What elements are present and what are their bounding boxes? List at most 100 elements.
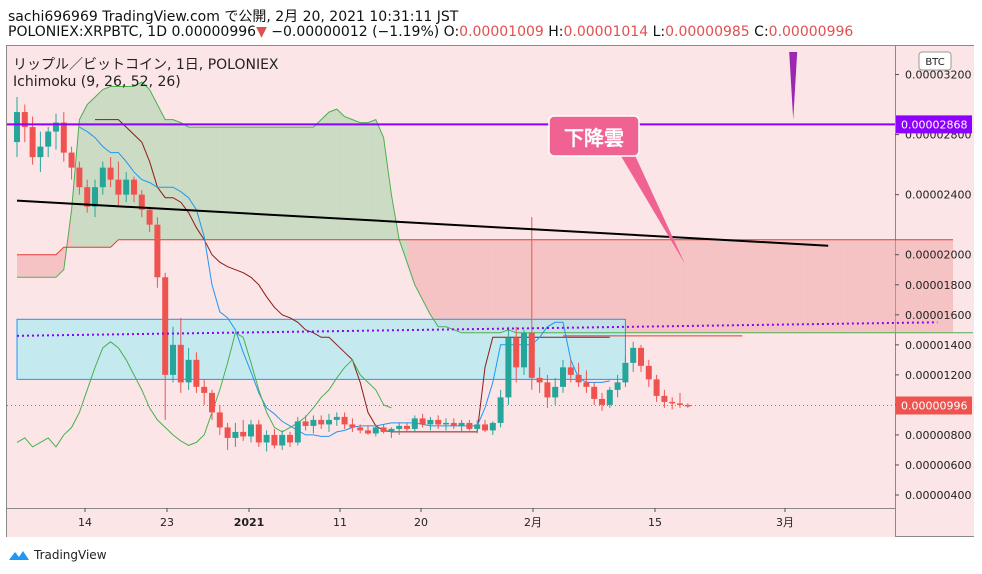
cloud-segment [524, 239, 532, 333]
candle-body [333, 416, 340, 420]
candle-body [528, 332, 535, 378]
cloud-segment [297, 127, 306, 240]
leading-span-b [17, 239, 953, 256]
x-tick-label: 23 [160, 516, 174, 529]
cloud-segment [500, 239, 509, 333]
cloud-segment [438, 239, 446, 327]
callout-annotation[interactable]: 下降雲 [548, 115, 685, 264]
cloud-segment [539, 239, 548, 333]
candle-body [388, 428, 395, 432]
candle-body [326, 419, 332, 425]
cloud-segment [929, 239, 938, 333]
cloud-segment [765, 239, 774, 333]
candle-body [154, 224, 161, 278]
x-tick-label: 2月 [524, 516, 542, 529]
candle-body [521, 332, 527, 368]
chart-frame[interactable]: 0.00003200 0.00002800 0.00002400 0.00002000… [6, 45, 974, 537]
candle-body [583, 382, 590, 387]
candle-body [505, 337, 512, 398]
candle-body [193, 359, 200, 387]
candle-body [567, 367, 574, 375]
cloud-segment [180, 122, 189, 240]
cloud-segment [851, 239, 860, 333]
cloud-segment [820, 239, 829, 333]
cloud-segment [843, 239, 852, 333]
cloud-segment [812, 239, 821, 333]
cloud-segment [937, 239, 946, 333]
candle-body [614, 382, 621, 390]
cloud-segment [875, 239, 883, 333]
cloud-segment [188, 127, 197, 240]
candle-body [209, 392, 215, 413]
candle-body [544, 382, 551, 398]
candle-body [599, 398, 605, 405]
candle-body [349, 424, 356, 428]
cloud-segment [890, 239, 899, 333]
time-axis[interactable] [7, 508, 895, 537]
chart-publish-header: sachi696969 TradingView.com で公開, 2月 20, … [8, 9, 459, 25]
leading-span-a [17, 81, 973, 334]
cloud-segment [157, 104, 166, 240]
cloud-segment [672, 239, 680, 333]
symbol-ohlc-line: POLONIEX:XRPBTC, 1D 0.00000996▼ −0.00000… [8, 24, 853, 40]
cloud-segment [602, 239, 610, 333]
cloud-segment [477, 239, 485, 333]
cloud-segment [258, 127, 267, 240]
cloud-segment [867, 239, 875, 333]
cloud-segment [290, 127, 298, 240]
purple-marker [789, 52, 798, 120]
callout-label: 下降雲 [564, 126, 624, 150]
cloud-segment [563, 239, 571, 333]
cloud-segment [570, 239, 579, 333]
y-tick-label: 0.00001600 [905, 309, 971, 322]
y-tick-label: 0.00001200 [905, 369, 971, 382]
currency-badge-label: BTC [925, 57, 944, 68]
cloud-segment [516, 239, 524, 333]
candle-body [677, 403, 683, 405]
candle-body [427, 419, 434, 425]
cloud-segment [368, 119, 376, 240]
y-tick-label: 0.00000600 [905, 459, 971, 472]
currency-badge-box [918, 51, 952, 71]
cloud-segment [227, 127, 236, 240]
chart-legend-title: リップル／ビットコイン, 1日, POLONIEX [13, 57, 279, 73]
cloud-segment [329, 109, 337, 240]
cloud-segment [212, 127, 220, 240]
candle-body [575, 374, 582, 383]
cloud-segment [407, 239, 415, 285]
y-tick-label: 0.00002400 [905, 189, 971, 202]
cloud-segment [789, 239, 797, 333]
cloud-segment [664, 239, 673, 333]
cloud-segment [56, 247, 64, 278]
candle-body [638, 347, 644, 366]
cloud-segment [609, 239, 618, 333]
candle-body [606, 389, 613, 405]
candle-body [466, 422, 473, 429]
cloud-segment [243, 127, 251, 240]
cloud-segment [773, 239, 782, 333]
cloud-segment [422, 239, 431, 315]
candle-body [645, 365, 652, 380]
candle-body [513, 337, 520, 368]
price-tag-box [896, 115, 972, 134]
candle-body [107, 167, 114, 180]
high-label: H: [543, 24, 564, 40]
close-value: 0.00000996 [768, 24, 854, 40]
cloud-segment [508, 239, 517, 333]
candle-body [216, 412, 223, 428]
tradingview-footer[interactable]: TradingView [8, 548, 107, 562]
candle-body [622, 362, 629, 383]
cloud-segment [344, 116, 353, 240]
candle-body [201, 386, 208, 393]
cloud-segment [687, 239, 696, 333]
candle-body [341, 416, 348, 425]
cloud-segment [17, 254, 25, 278]
currency-badge[interactable]: BTC [918, 51, 952, 71]
y-tick-label: 0.00001400 [905, 339, 971, 352]
price-change: −0.00000012 (−1.19%) [266, 24, 440, 40]
x-tick-label: 2021 [234, 516, 265, 529]
cloud-segment [531, 239, 540, 333]
candle-body [162, 277, 169, 375]
dotted-trendline [16, 321, 938, 337]
chart-svg[interactable]: 0.000032000.000028000.000024000.00002000… [7, 46, 973, 536]
